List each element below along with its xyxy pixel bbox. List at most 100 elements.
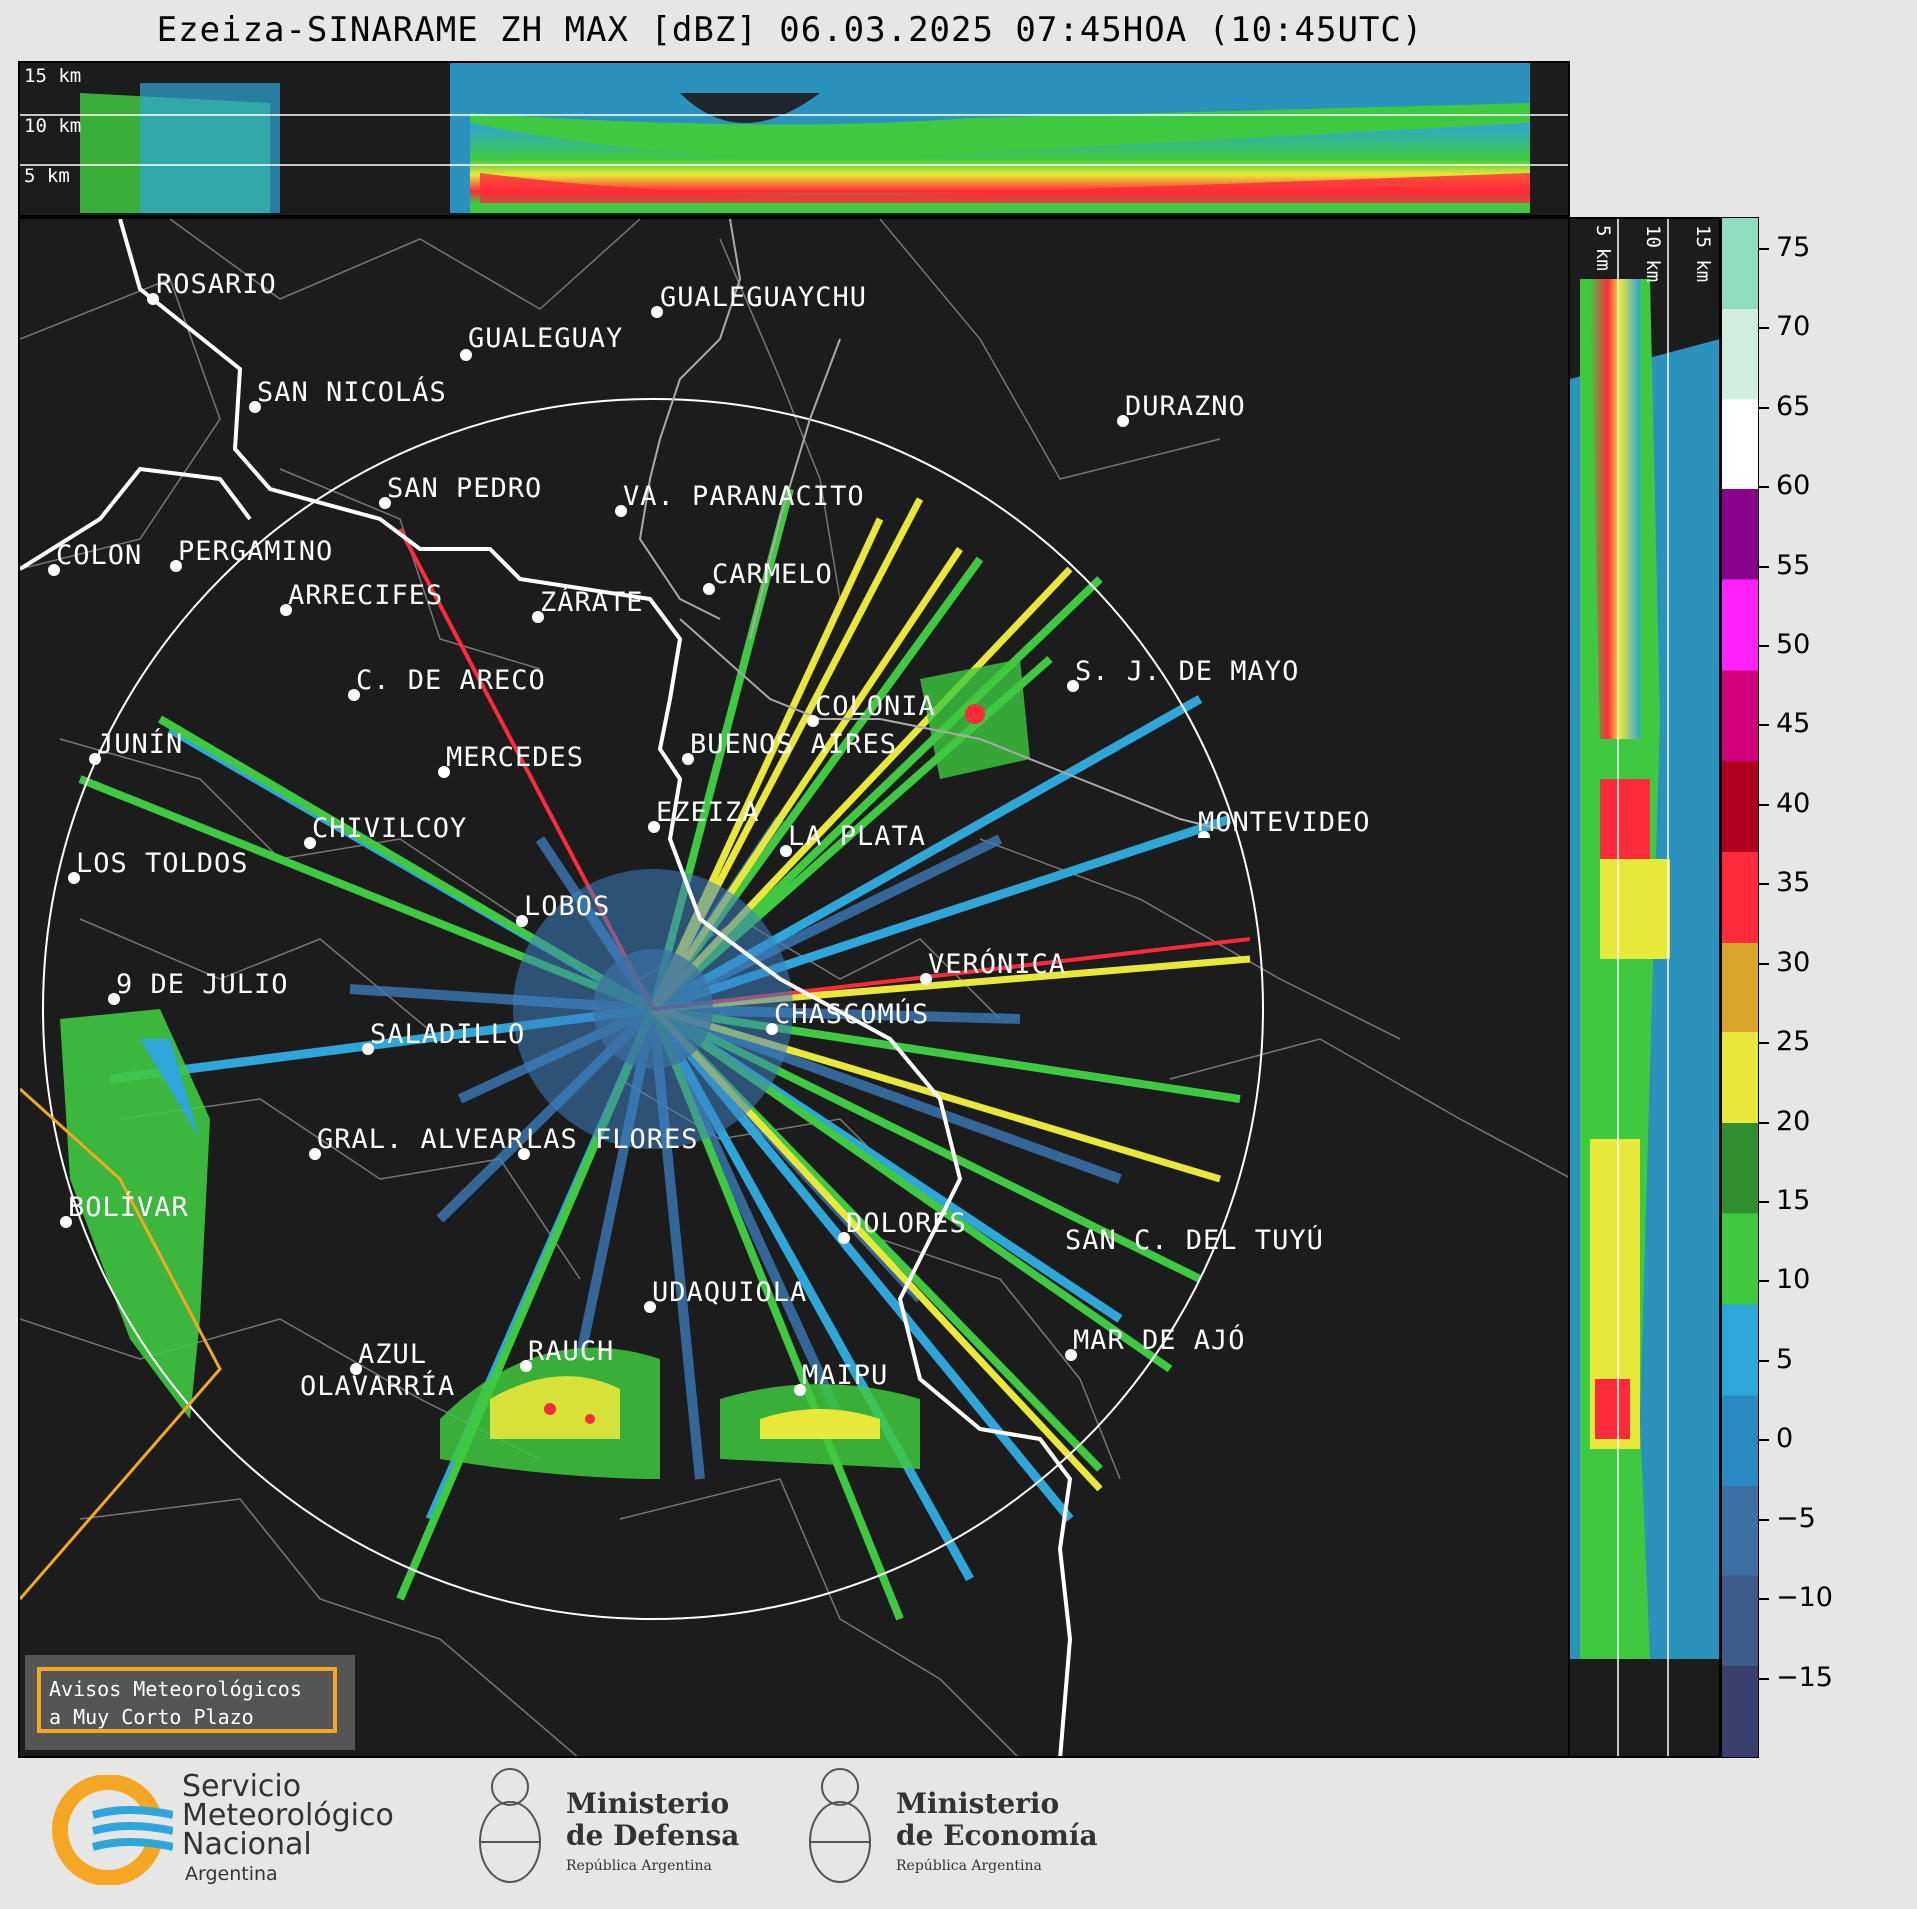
city-label: EZEIZA <box>648 797 760 833</box>
colorbar-tick-label: 70 <box>1776 311 1811 343</box>
economia-line1: Ministerio <box>896 1787 1060 1820</box>
colorbar-tick <box>1759 247 1769 250</box>
colorbar-tick-label: 40 <box>1776 787 1811 819</box>
avisos-button[interactable]: Avisos Meteorológicos a Muy Corto Plazo <box>25 1655 355 1750</box>
colorbar-tick <box>1759 803 1769 806</box>
city-label: JUNÍN <box>89 729 183 765</box>
coat-of-arms-icon <box>479 1768 541 1883</box>
colorbar-tick <box>1759 724 1769 727</box>
smn-line1: Servicio <box>182 1769 302 1804</box>
city-label: CHIVILCOY <box>304 813 467 849</box>
city-label: PERGAMINO <box>170 536 333 572</box>
city-label: OLAVARRÍA <box>300 1371 456 1402</box>
colorbar-tick <box>1759 883 1769 886</box>
city-label: DURAZNO <box>1117 391 1246 427</box>
city-label: VERÓNICA <box>920 949 1066 985</box>
province-boundary <box>20 1087 222 1600</box>
defensa-line3: República Argentina <box>566 1858 712 1874</box>
city-label: GRAL. ALVEAR <box>309 1124 524 1160</box>
city-label: VA. PARANACITO <box>615 481 865 517</box>
colorbar-tick-label: 65 <box>1776 390 1811 422</box>
colorbar-tick-label: 25 <box>1776 1026 1811 1058</box>
coastline <box>118 219 1073 1756</box>
colorbar-tick <box>1759 1121 1769 1124</box>
city-label: S. J. DE MAYO <box>1067 656 1299 692</box>
colorbar-tick-label: 15 <box>1776 1184 1811 1216</box>
smn-line4: Argentina <box>185 1863 278 1885</box>
city-label: SAN C. DEL TUYÚ <box>1065 1225 1324 1256</box>
city-label: SAN PEDRO <box>379 473 542 509</box>
city-label: RAUCH <box>520 1336 614 1372</box>
colorbar-tick-label: 60 <box>1776 470 1811 502</box>
avisos-line1: Avisos Meteorológicos <box>49 1677 302 1701</box>
defensa-line1: Ministerio <box>566 1787 730 1820</box>
city-label: GUALEGUAYCHU <box>651 282 867 318</box>
city-label: SALADILLO <box>362 1019 525 1055</box>
city-label: LA PLATA <box>780 821 926 857</box>
city-label: MONTEVIDEO <box>1198 807 1568 838</box>
city-label: COLONIA <box>807 691 936 727</box>
coat-of-arms-icon <box>809 1768 871 1883</box>
colorbar-tick-label: −10 <box>1776 1582 1833 1614</box>
colorbar-tick-label: 55 <box>1776 549 1811 581</box>
city-label: CARMELO <box>703 559 833 595</box>
city-label: SAN NICOLÁS <box>249 377 447 413</box>
colorbar-tick-label: 5 <box>1776 1343 1794 1375</box>
city-label: BOLÍVAR <box>60 1192 189 1228</box>
smn-logo-icon <box>52 1775 173 1885</box>
colorbar-tick-label: 30 <box>1776 946 1811 978</box>
colorbar-tick-label: 10 <box>1776 1264 1811 1296</box>
colorbar-tick <box>1759 644 1769 647</box>
city-label: ROSARIO <box>147 269 277 305</box>
colorbar-tick <box>1759 327 1769 330</box>
colorbar-tick-label: −5 <box>1776 1502 1816 1534</box>
colorbar-tick <box>1759 486 1769 489</box>
city-label: UDAQUIOLA <box>644 1277 807 1313</box>
city-label: CHASCOMÚS <box>766 999 929 1035</box>
colorbar-tick-label: −15 <box>1776 1661 1833 1693</box>
height-label-15km: 15 km <box>1692 225 1714 283</box>
side-cross-section-echoes <box>1570 219 1719 1756</box>
colorbar-tick <box>1759 1280 1769 1283</box>
colorbar-tick <box>1759 1359 1769 1362</box>
colorbar-tick <box>1759 565 1769 568</box>
colorbar-tick <box>1759 1439 1769 1442</box>
top-cross-section-echoes <box>20 63 1568 213</box>
colorbar-tick-label: 20 <box>1776 1105 1811 1137</box>
height-label-10km: 10 km <box>24 115 82 137</box>
economia-line2: de Economía <box>896 1819 1098 1852</box>
city-label: MAR DE AJÓ <box>1065 1325 1246 1361</box>
defensa-line2: de Defensa <box>566 1819 740 1852</box>
range-ring <box>42 398 1264 1620</box>
city-label: LAS FLORES <box>518 1124 699 1160</box>
side-cross-section-panel: 5 km 10 km 15 km <box>1568 217 1721 1758</box>
colorbar-tick <box>1759 1200 1769 1203</box>
colorbar-tick <box>1759 1677 1769 1680</box>
smn-line2: Meteorológico <box>182 1798 394 1833</box>
city-label: DOLORES <box>838 1208 967 1244</box>
height-label-15km: 15 km <box>24 65 82 87</box>
city-label: BUENOS AIRES <box>682 729 897 765</box>
map-title: Ezeiza-SINARAME ZH MAX [dBZ] 06.03.2025 … <box>156 10 1424 50</box>
colorbar-tick <box>1759 962 1769 965</box>
city-label: COLON <box>48 540 142 576</box>
city-label: AZUL <box>350 1339 427 1375</box>
city-label: GUALEGUAY <box>460 323 623 361</box>
city-label: 9 DE JULIO <box>108 969 289 1005</box>
city-label: LOBOS <box>516 891 610 927</box>
colorbar-tick-label: 45 <box>1776 708 1811 740</box>
colorbar-tick-label: 75 <box>1776 231 1811 263</box>
radar-map-panel[interactable]: ROSARIO GUALEGUAYCHU GUALEGUAY SAN NICOL… <box>18 217 1570 1758</box>
height-label-5km: 5 km <box>1592 225 1614 271</box>
colorbar-tick-label: 35 <box>1776 867 1811 899</box>
western-storm-cell <box>60 1009 210 1419</box>
city-label: ZÁRATE <box>532 587 644 623</box>
radar-map-canvas <box>20 219 1568 1756</box>
smn-line3: Nacional <box>182 1827 312 1862</box>
height-label-5km: 5 km <box>24 165 70 187</box>
reflectivity-colorbar <box>1721 217 1759 1758</box>
city-label: ARRECIFES <box>280 580 443 616</box>
top-cross-section-panel: 15 km 10 km 5 km <box>18 61 1570 217</box>
city-label: LOS TOLDOS <box>68 848 249 884</box>
economia-line3: República Argentina <box>896 1858 1042 1874</box>
